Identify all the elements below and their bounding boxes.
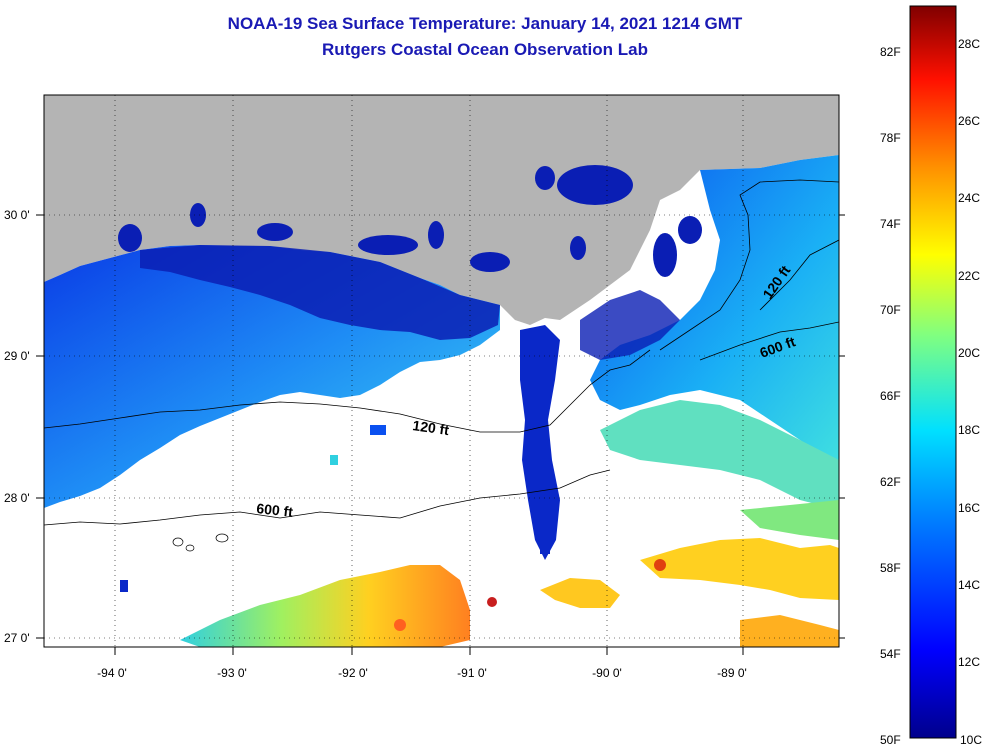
lon-label: -89 0'	[717, 666, 747, 680]
data-speck	[370, 425, 386, 435]
contour-120ft-east	[659, 179, 839, 351]
colorbar-c-label: 26C	[958, 114, 980, 128]
lon-label: -93 0'	[217, 666, 247, 680]
lake-patch	[428, 221, 444, 249]
contour-120ft-west	[44, 349, 651, 433]
data-speck	[330, 455, 338, 465]
land-mass	[44, 95, 839, 325]
lake-patch	[678, 216, 702, 244]
warm-spot	[654, 559, 666, 571]
river-plume	[520, 325, 560, 560]
lake-patch	[653, 233, 677, 277]
lake-patch	[470, 252, 510, 272]
colorbar-f-label: 66F	[880, 389, 901, 403]
colorbar-c-label: 20C	[958, 346, 980, 360]
contour-closure	[185, 544, 195, 552]
lat-label: 28 0'	[4, 491, 30, 505]
contour-closure	[172, 537, 184, 547]
lon-label: -91 0'	[457, 666, 487, 680]
colorbar-c-label: 10C	[960, 733, 982, 747]
lat-label: 30 0'	[4, 208, 30, 222]
colorbar-f-label: 58F	[880, 561, 901, 575]
colorbar-f-label: 82F	[880, 45, 901, 59]
data-speck	[540, 540, 550, 554]
eastern-cold-water	[590, 155, 839, 470]
colorbar-f-label: 50F	[880, 733, 901, 747]
colorbar-c-label: 28C	[958, 37, 980, 51]
lake-patch	[535, 166, 555, 190]
colorbar-f-label: 74F	[880, 217, 901, 231]
lake-patch	[257, 223, 293, 241]
lake-pontchartrain	[557, 165, 633, 205]
lat-label: 29 0'	[4, 349, 30, 363]
warm-water-patch	[600, 400, 839, 510]
coastal-dark-water	[140, 245, 500, 340]
colorbar-c-label: 22C	[958, 269, 980, 283]
lon-label: -92 0'	[338, 666, 368, 680]
lat-label: 27 0'	[4, 631, 30, 645]
contour-120ft-east2	[759, 239, 839, 311]
lake-patch	[118, 224, 142, 252]
warm-spot	[487, 597, 497, 607]
colorbar-c-label: 16C	[958, 501, 980, 515]
colorbar-c-label: 14C	[958, 578, 980, 592]
contour-closure	[215, 533, 229, 543]
map-title: NOAA-19 Sea Surface Temperature: January…	[227, 14, 743, 33]
warm-water-patch	[740, 500, 839, 540]
data-speck	[120, 580, 128, 592]
colorbar-c-label: 24C	[958, 191, 980, 205]
colorbar	[909, 5, 957, 739]
lon-label: -94 0'	[97, 666, 127, 680]
colorbar-f-label: 78F	[880, 131, 901, 145]
contour-600ft-west	[44, 469, 611, 526]
colorbar-c-label: 18C	[958, 423, 980, 437]
warm-water-patch	[740, 615, 839, 647]
contour-600ft-east	[699, 321, 839, 361]
lake-patch	[190, 203, 206, 227]
map-frame	[43, 94, 840, 648]
lon-label: -90 0'	[592, 666, 622, 680]
lake-patch	[570, 236, 586, 260]
warm-water-patch	[540, 578, 620, 608]
axis-ticks	[36, 214, 845, 655]
colorbar-f-label: 54F	[880, 647, 901, 661]
lake-patch	[358, 235, 418, 255]
colorbar-f-label: 62F	[880, 475, 901, 489]
contour-label-2: 600 ft	[256, 500, 294, 520]
contour-label-1: 120 ft	[412, 417, 451, 438]
map-subtitle: Rutgers Coastal Ocean Observation Lab	[322, 40, 648, 59]
eastern-dark-water	[580, 290, 680, 360]
warm-water-patch	[640, 538, 839, 600]
warm-spot	[394, 619, 406, 631]
graticule	[44, 95, 839, 647]
colorbar-f-label: 70F	[880, 303, 901, 317]
colorbar-c-label: 12C	[958, 655, 980, 669]
